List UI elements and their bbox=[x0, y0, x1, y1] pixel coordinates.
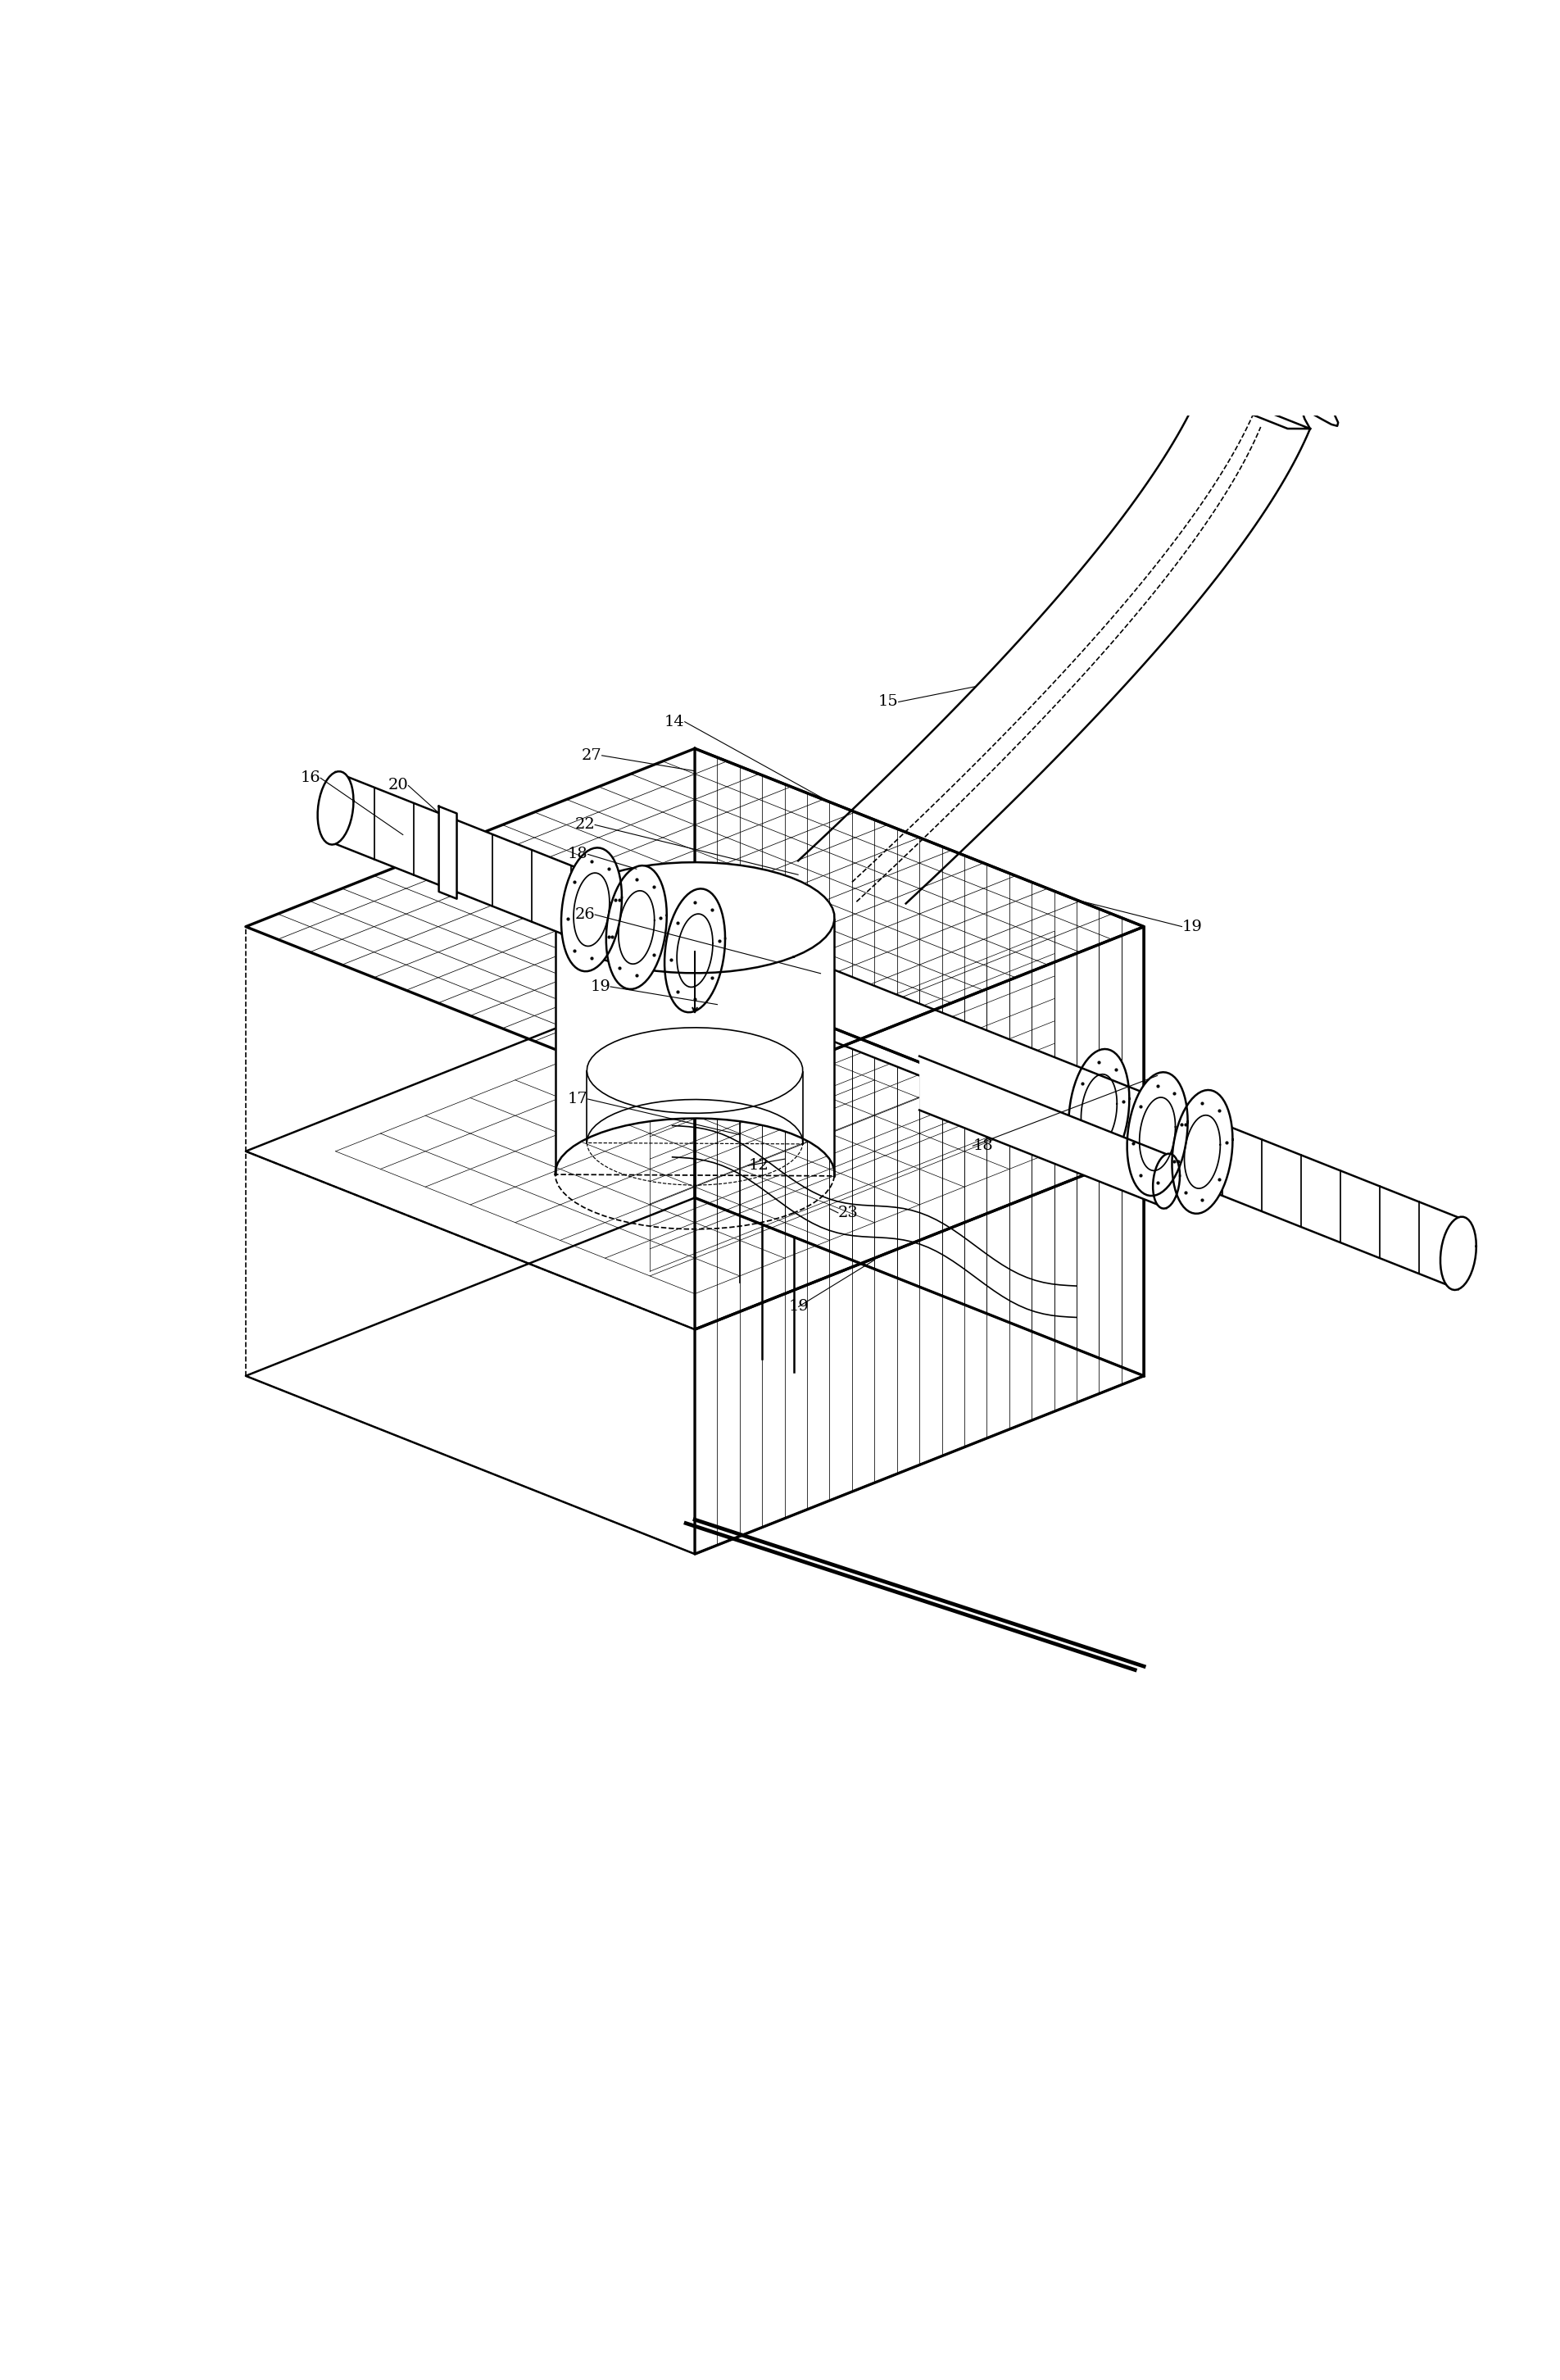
Polygon shape bbox=[694, 750, 1143, 1152]
Text: 19: 19 bbox=[590, 978, 610, 995]
Text: 15: 15 bbox=[878, 695, 899, 709]
Polygon shape bbox=[651, 897, 1143, 1164]
Polygon shape bbox=[1172, 1090, 1232, 1214]
Text: 18: 18 bbox=[973, 1138, 994, 1154]
Text: 27: 27 bbox=[582, 747, 602, 764]
Polygon shape bbox=[1153, 1154, 1179, 1209]
Polygon shape bbox=[335, 771, 651, 969]
Polygon shape bbox=[1069, 1050, 1129, 1173]
Polygon shape bbox=[1143, 1092, 1459, 1290]
Polygon shape bbox=[587, 1028, 803, 1145]
Text: 22: 22 bbox=[574, 816, 594, 833]
Polygon shape bbox=[555, 862, 835, 1176]
Polygon shape bbox=[1128, 1071, 1187, 1195]
Text: 17: 17 bbox=[568, 1092, 588, 1107]
Text: 26: 26 bbox=[574, 907, 594, 921]
Polygon shape bbox=[438, 807, 457, 900]
Polygon shape bbox=[562, 847, 622, 971]
Polygon shape bbox=[694, 1152, 1143, 1554]
Text: 23: 23 bbox=[838, 1207, 858, 1221]
Text: 19: 19 bbox=[1182, 919, 1203, 933]
Polygon shape bbox=[919, 1057, 1167, 1209]
Text: 19: 19 bbox=[788, 1299, 808, 1314]
Polygon shape bbox=[246, 750, 1143, 1104]
Polygon shape bbox=[318, 771, 354, 845]
Text: 18: 18 bbox=[568, 847, 588, 862]
Polygon shape bbox=[665, 888, 725, 1012]
Text: 16: 16 bbox=[300, 771, 320, 785]
Text: 14: 14 bbox=[665, 714, 685, 728]
Polygon shape bbox=[607, 866, 666, 990]
Polygon shape bbox=[694, 973, 1143, 1376]
Polygon shape bbox=[694, 926, 1143, 1330]
Text: 20: 20 bbox=[388, 778, 409, 793]
Text: 12: 12 bbox=[749, 1159, 769, 1173]
Polygon shape bbox=[1179, 386, 1310, 428]
Polygon shape bbox=[1440, 1216, 1476, 1290]
